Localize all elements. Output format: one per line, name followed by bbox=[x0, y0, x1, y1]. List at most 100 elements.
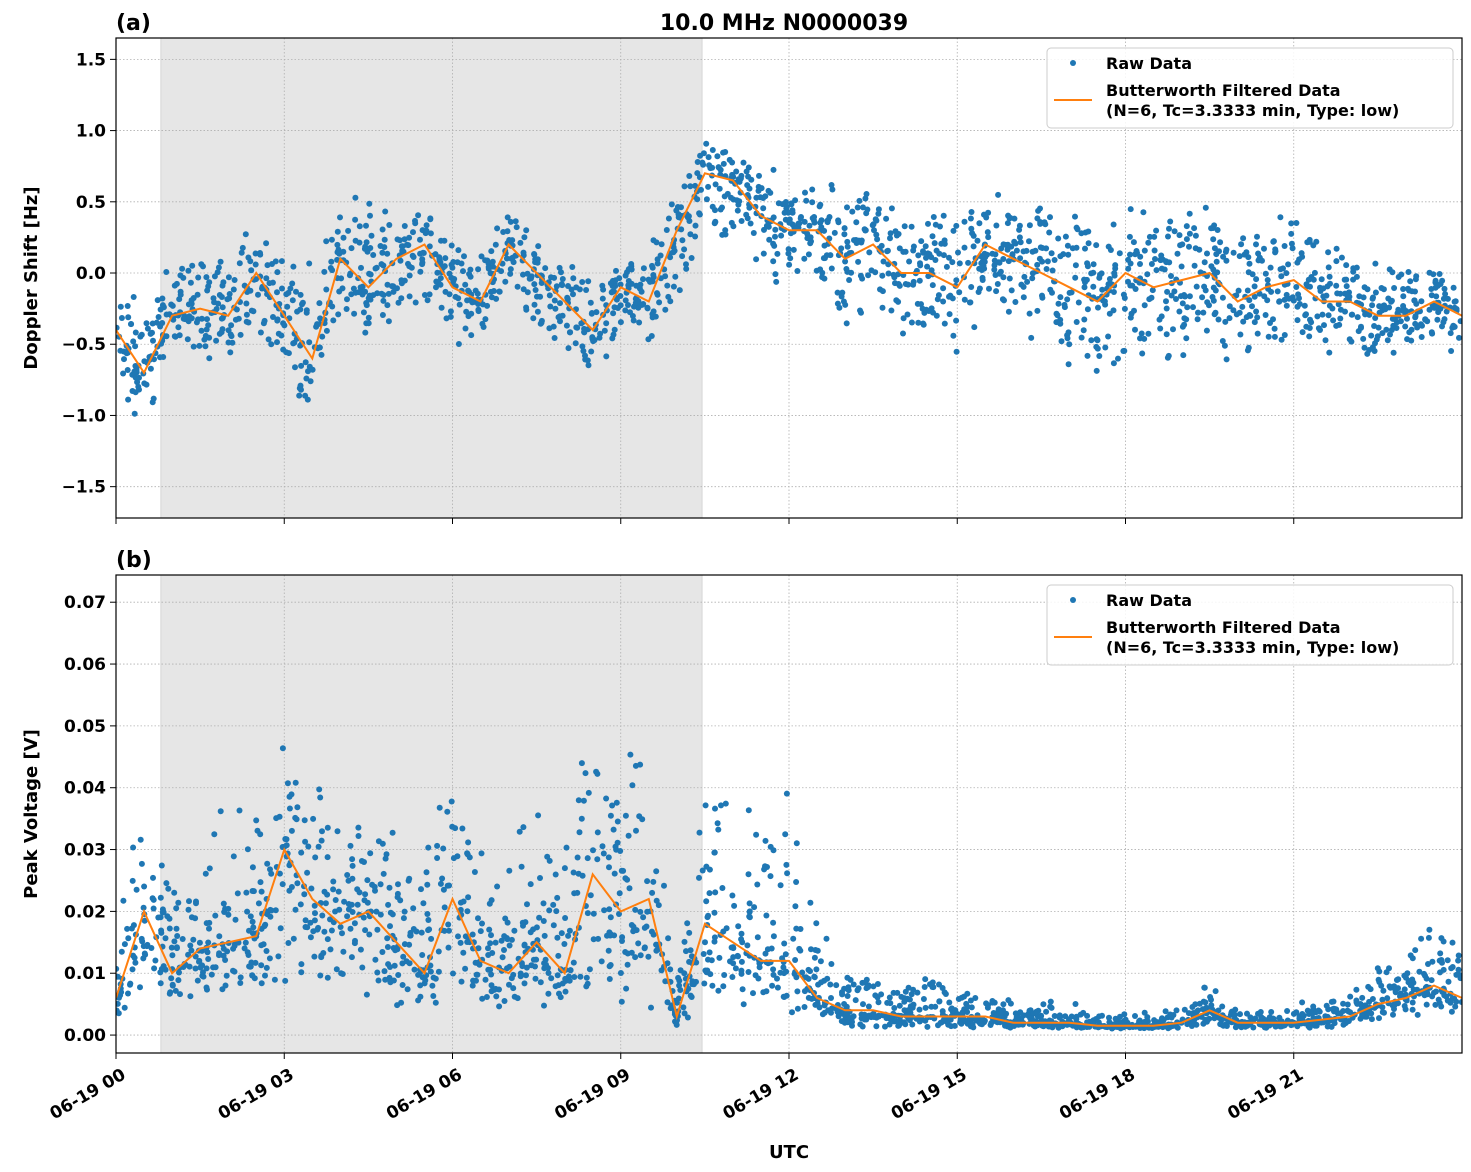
raw-data-point bbox=[605, 947, 612, 954]
raw-data-point bbox=[435, 968, 442, 975]
raw-data-point bbox=[942, 991, 949, 997]
y-tick-label: 0.07 bbox=[64, 593, 106, 613]
raw-data-point bbox=[667, 966, 674, 973]
raw-data-point bbox=[1101, 298, 1108, 305]
raw-data-point bbox=[173, 925, 180, 932]
raw-data-point bbox=[977, 1020, 984, 1027]
raw-data-point bbox=[688, 994, 695, 1000]
raw-data-point bbox=[324, 974, 331, 981]
raw-data-point bbox=[1221, 342, 1228, 349]
y-axis-label: Peak Voltage [V] bbox=[21, 729, 42, 899]
raw-data-point bbox=[130, 294, 137, 300]
raw-data-point bbox=[1048, 250, 1055, 257]
raw-data-point bbox=[1414, 1011, 1421, 1018]
raw-data-point bbox=[558, 281, 565, 288]
raw-data-point bbox=[865, 272, 872, 279]
raw-data-point bbox=[656, 299, 663, 306]
raw-data-point bbox=[730, 960, 737, 967]
raw-data-point bbox=[785, 246, 792, 253]
raw-data-point bbox=[516, 828, 523, 835]
raw-data-point bbox=[1330, 317, 1337, 324]
raw-data-point bbox=[748, 176, 755, 183]
raw-data-point bbox=[879, 304, 886, 311]
raw-data-point bbox=[121, 356, 127, 363]
raw-data-point bbox=[563, 844, 570, 851]
raw-data-point bbox=[321, 268, 328, 275]
raw-data-point bbox=[266, 955, 273, 962]
raw-data-point bbox=[1170, 1012, 1177, 1018]
raw-data-point bbox=[355, 824, 362, 831]
raw-data-point bbox=[933, 247, 940, 254]
raw-data-point bbox=[1051, 257, 1058, 263]
raw-data-point bbox=[1288, 220, 1295, 227]
raw-data-point bbox=[488, 971, 495, 978]
raw-data-point bbox=[614, 839, 621, 846]
raw-data-point bbox=[1449, 939, 1456, 946]
raw-data-point bbox=[862, 195, 869, 202]
raw-data-point bbox=[1320, 293, 1327, 300]
raw-data-point bbox=[1226, 315, 1233, 322]
raw-data-point bbox=[581, 325, 588, 332]
raw-data-point bbox=[1163, 331, 1170, 338]
raw-data-point bbox=[1137, 261, 1143, 267]
raw-data-point bbox=[243, 300, 250, 307]
raw-data-point bbox=[490, 263, 496, 270]
raw-data-point bbox=[403, 958, 410, 965]
raw-data-point bbox=[457, 939, 464, 946]
raw-data-point bbox=[457, 906, 464, 913]
raw-data-point bbox=[406, 234, 413, 241]
raw-data-point bbox=[610, 331, 617, 338]
raw-data-point bbox=[169, 982, 176, 989]
raw-data-point bbox=[1304, 283, 1311, 290]
raw-data-point bbox=[436, 254, 443, 261]
raw-data-point bbox=[1433, 303, 1440, 310]
raw-data-point bbox=[985, 1002, 991, 1009]
raw-data-point bbox=[132, 374, 139, 381]
raw-data-point bbox=[340, 234, 347, 241]
raw-data-point bbox=[487, 940, 494, 947]
raw-data-point bbox=[1072, 262, 1079, 269]
raw-data-point bbox=[846, 277, 853, 283]
raw-data-point bbox=[225, 327, 232, 334]
raw-data-point bbox=[1236, 253, 1243, 260]
raw-data-point bbox=[605, 854, 612, 861]
raw-data-point bbox=[250, 888, 257, 895]
raw-data-point bbox=[1141, 302, 1148, 309]
raw-data-point bbox=[272, 258, 279, 265]
raw-data-point bbox=[807, 234, 814, 241]
raw-data-point bbox=[1324, 1023, 1331, 1030]
raw-data-point bbox=[1455, 957, 1462, 964]
raw-data-point bbox=[987, 1022, 994, 1028]
raw-data-point bbox=[924, 1023, 931, 1030]
raw-data-point bbox=[716, 954, 723, 961]
raw-data-point bbox=[745, 807, 752, 814]
raw-data-point bbox=[976, 265, 983, 272]
raw-data-point bbox=[754, 881, 761, 888]
raw-data-point bbox=[439, 875, 446, 882]
raw-data-point bbox=[558, 930, 565, 937]
raw-data-point bbox=[483, 994, 490, 1000]
raw-data-point bbox=[177, 991, 183, 998]
raw-data-point bbox=[932, 1003, 939, 1010]
raw-data-point bbox=[496, 1003, 503, 1010]
raw-data-point bbox=[127, 980, 134, 987]
raw-data-point bbox=[258, 980, 265, 987]
raw-data-point bbox=[385, 901, 392, 908]
raw-data-point bbox=[545, 990, 552, 997]
raw-data-point bbox=[701, 980, 708, 987]
raw-data-point bbox=[1096, 274, 1103, 281]
raw-data-point bbox=[711, 849, 718, 856]
raw-data-point bbox=[1442, 291, 1449, 297]
raw-data-point bbox=[1422, 316, 1429, 323]
raw-data-point bbox=[1244, 347, 1251, 354]
raw-data-point bbox=[843, 320, 850, 327]
raw-data-point bbox=[1068, 289, 1075, 296]
raw-data-point bbox=[572, 340, 579, 347]
raw-data-point bbox=[478, 253, 485, 260]
raw-data-point bbox=[603, 320, 610, 327]
raw-data-point bbox=[537, 293, 544, 300]
raw-data-point bbox=[1262, 312, 1269, 318]
raw-data-point bbox=[681, 1010, 688, 1017]
raw-data-point bbox=[1425, 934, 1432, 941]
raw-data-point bbox=[1314, 313, 1321, 320]
